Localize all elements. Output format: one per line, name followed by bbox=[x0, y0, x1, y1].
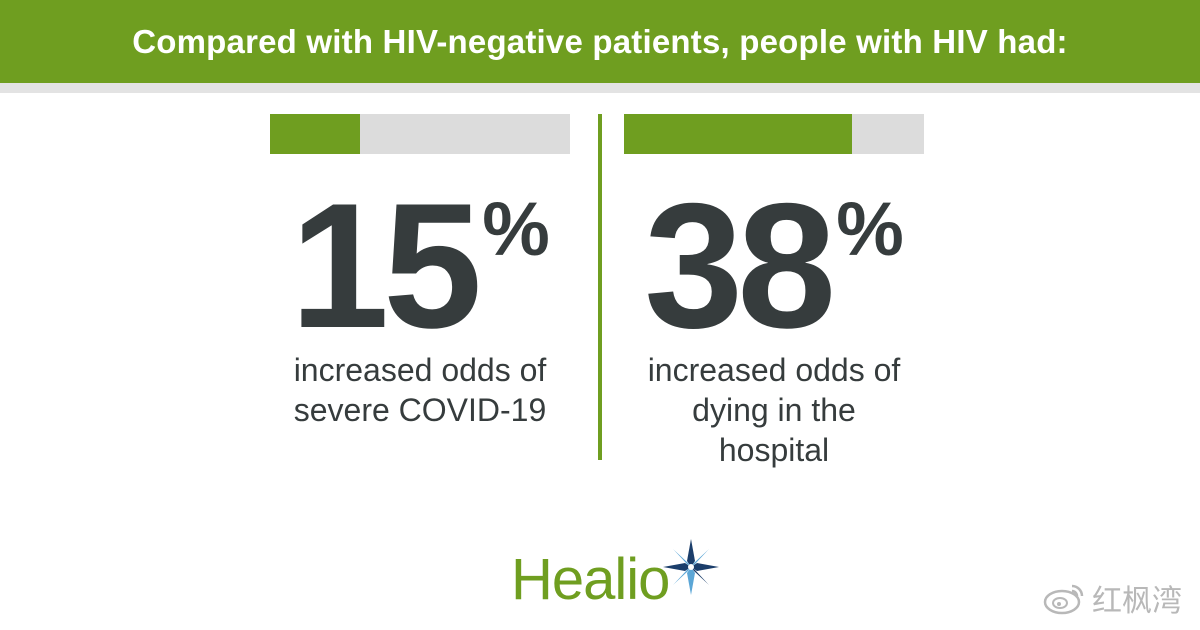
stat-progress-track bbox=[270, 114, 570, 154]
weibo-icon bbox=[1043, 584, 1084, 615]
stat-progress-track bbox=[624, 114, 924, 154]
stat-progress-fill bbox=[270, 114, 360, 154]
stat-progress-fill bbox=[624, 114, 852, 154]
watermark-text: 红枫湾 bbox=[1092, 584, 1182, 619]
stat-value: 15 bbox=[290, 166, 482, 365]
header-underline bbox=[0, 83, 1200, 93]
stat-description: increased odds of severe COVID-19 bbox=[293, 352, 547, 428]
percent-sign: % bbox=[482, 187, 550, 272]
stat-description: increased odds of dying in the hospital bbox=[647, 352, 901, 468]
stat-number: 15 % bbox=[270, 166, 570, 365]
stat-value: 38 bbox=[644, 166, 836, 365]
healio-logo: Healio bbox=[511, 535, 731, 615]
header-banner: Compared with HIV-negative patients, peo… bbox=[0, 0, 1200, 83]
compass-star-icon bbox=[663, 539, 719, 595]
percent-sign: % bbox=[836, 187, 904, 272]
column-divider bbox=[598, 114, 602, 460]
stat-dying-hospital: 38 % increased odds of dying in the hosp… bbox=[624, 114, 924, 468]
header-title: Compared with HIV-negative patients, peo… bbox=[132, 22, 1068, 60]
logo-wordmark: Healio bbox=[511, 547, 670, 612]
watermark: 红枫湾 bbox=[1042, 576, 1182, 620]
stat-severe-covid: 15 % increased odds of severe COVID-19 bbox=[270, 114, 570, 428]
stat-number: 38 % bbox=[624, 166, 924, 365]
